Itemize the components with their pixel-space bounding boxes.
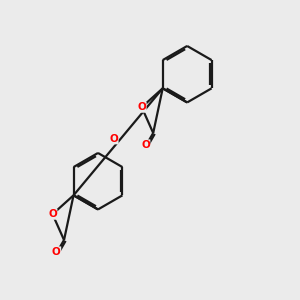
Text: O: O [141,140,150,150]
Text: O: O [52,247,61,257]
Text: O: O [137,102,146,112]
Text: O: O [109,134,118,144]
Text: O: O [48,209,57,219]
